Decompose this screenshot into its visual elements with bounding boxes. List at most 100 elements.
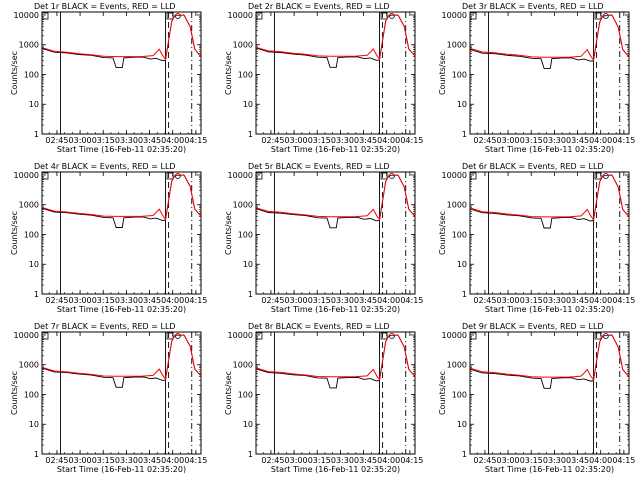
x-tick-label: 04:15 <box>612 456 635 465</box>
x-tick-label: 03:30 <box>331 296 354 305</box>
x-axis-label: Start Time (16-Feb-11 02:35:20) <box>57 465 186 474</box>
x-tick-label: 04:00 <box>589 296 612 305</box>
x-tick-label: 03:45 <box>354 456 377 465</box>
start-marker-square <box>255 172 263 180</box>
x-tick-label: 03:15 <box>520 296 543 305</box>
panel-title: Det 5r BLACK = Events, RED = LLD <box>248 162 390 171</box>
panel-det-2r: Det 2r BLACK = Events, RED = LLD 1 10 100 10… <box>224 2 423 154</box>
plot-frame <box>469 331 630 455</box>
x-tick-label: 04:15 <box>612 136 635 145</box>
x-tick-label: 04:15 <box>400 296 423 305</box>
start-marker-square <box>255 12 263 20</box>
x-tick-label: 03:00 <box>285 136 308 145</box>
y-tick-label: 10000 <box>228 331 253 340</box>
y-tick-label: 100 <box>452 70 467 79</box>
y-tick-label: 1 <box>34 450 39 459</box>
start-marker-square <box>41 332 49 340</box>
series-line-lld <box>255 334 416 381</box>
y-tick-label: 1000 <box>19 361 39 370</box>
x-tick-label: 03:15 <box>308 136 331 145</box>
plot-frame <box>41 171 202 295</box>
y-tick-label: 10 <box>29 260 39 269</box>
y-axis-label: Counts/sec <box>224 51 233 95</box>
plot-frame <box>255 11 416 135</box>
panel-det-3r: Det 3r BLACK = Events, RED = LLD 1 10 100 10… <box>438 2 635 154</box>
x-tick-label: 03:45 <box>354 296 377 305</box>
x-tick-label: 03:30 <box>543 296 566 305</box>
x-axis-label: Start Time (16-Feb-11 02:35:20) <box>485 465 614 474</box>
panel-title: Det 3r BLACK = Events, RED = LLD <box>462 2 604 11</box>
series-line-lld <box>469 174 630 221</box>
x-tick-label: 02:45 <box>45 136 68 145</box>
marker-square <box>166 12 174 20</box>
panel-det-1r: Det 1r BLACK = Events, RED = LLD 1 10 100 10… <box>10 2 207 154</box>
panel-det-9r: Det 9r BLACK = Events, RED = LLD 1 10 100 10… <box>438 322 635 474</box>
x-tick-label: 03:30 <box>543 456 566 465</box>
y-axis-label: Counts/sec <box>224 371 233 415</box>
x-tick-label: 03:15 <box>308 296 331 305</box>
x-axis-label: Start Time (16-Feb-11 02:35:20) <box>57 145 186 154</box>
y-tick-label: 10 <box>457 260 467 269</box>
plot-frame <box>255 171 416 295</box>
y-axis-label: Counts/sec <box>10 51 19 95</box>
x-tick-label: 03:30 <box>115 136 138 145</box>
x-tick-label: 02:45 <box>261 296 284 305</box>
marker-square <box>594 12 602 20</box>
x-tick-label: 03:45 <box>566 296 589 305</box>
series-line-events <box>469 334 630 389</box>
panel-det-4r: Det 4r BLACK = Events, RED = LLD 1 10 100 10… <box>10 162 207 314</box>
y-tick-label: 100 <box>238 390 253 399</box>
y-tick-label: 10 <box>29 100 39 109</box>
y-tick-label: 1 <box>248 450 253 459</box>
y-tick-label: 1000 <box>447 201 467 210</box>
marker-square <box>594 172 602 180</box>
panel-title: Det 8r BLACK = Events, RED = LLD <box>248 322 390 331</box>
marker-square <box>594 332 602 340</box>
y-tick-label: 1000 <box>19 41 39 50</box>
marker-square <box>380 172 388 180</box>
y-tick-label: 10 <box>243 100 253 109</box>
panel-title: Det 7r BLACK = Events, RED = LLD <box>34 322 176 331</box>
start-marker-square <box>469 172 477 180</box>
panel-title: Det 4r BLACK = Events, RED = LLD <box>34 162 176 171</box>
y-tick-label: 1 <box>248 130 253 139</box>
y-tick-label: 10000 <box>14 171 39 180</box>
x-tick-label: 03:00 <box>497 296 520 305</box>
y-tick-label: 1000 <box>233 41 253 50</box>
series-line-lld <box>41 174 202 221</box>
series-line-events <box>469 14 630 69</box>
x-tick-label: 03:30 <box>331 456 354 465</box>
y-tick-label: 10 <box>457 100 467 109</box>
x-tick-label: 03:15 <box>92 136 115 145</box>
x-tick-label: 04:15 <box>612 296 635 305</box>
x-tick-label: 03:45 <box>138 296 161 305</box>
y-tick-label: 100 <box>24 70 39 79</box>
x-tick-label: 03:00 <box>497 456 520 465</box>
panel-title: Det 2r BLACK = Events, RED = LLD <box>248 2 390 11</box>
y-tick-label: 10 <box>243 420 253 429</box>
y-tick-label: 100 <box>24 390 39 399</box>
x-tick-label: 03:45 <box>566 136 589 145</box>
series-line-lld <box>41 334 202 381</box>
x-axis-label: Start Time (16-Feb-11 02:35:20) <box>271 145 400 154</box>
x-tick-label: 03:00 <box>69 456 92 465</box>
y-tick-label: 1000 <box>233 201 253 210</box>
panel-det-7r: Det 7r BLACK = Events, RED = LLD 1 10 100 10… <box>10 322 207 474</box>
x-tick-label: 03:00 <box>497 136 520 145</box>
y-tick-label: 1 <box>462 450 467 459</box>
y-tick-label: 10 <box>243 260 253 269</box>
x-axis-label: Start Time (16-Feb-11 02:35:20) <box>271 305 400 314</box>
plot-frame <box>41 11 202 135</box>
series-line-events <box>41 14 202 69</box>
plot-frame <box>469 11 630 135</box>
x-tick-label: 03:45 <box>138 456 161 465</box>
x-tick-label: 02:45 <box>45 296 68 305</box>
panel-det-6r: Det 6r BLACK = Events, RED = LLD 1 10 100 10… <box>438 162 635 314</box>
y-tick-label: 10 <box>457 420 467 429</box>
x-tick-label: 03:00 <box>69 296 92 305</box>
start-marker-square <box>469 332 477 340</box>
marker-square <box>380 12 388 20</box>
panel-det-5r: Det 5r BLACK = Events, RED = LLD 1 10 100 10… <box>224 162 423 314</box>
x-tick-label: 03:15 <box>520 456 543 465</box>
y-tick-label: 1 <box>248 290 253 299</box>
